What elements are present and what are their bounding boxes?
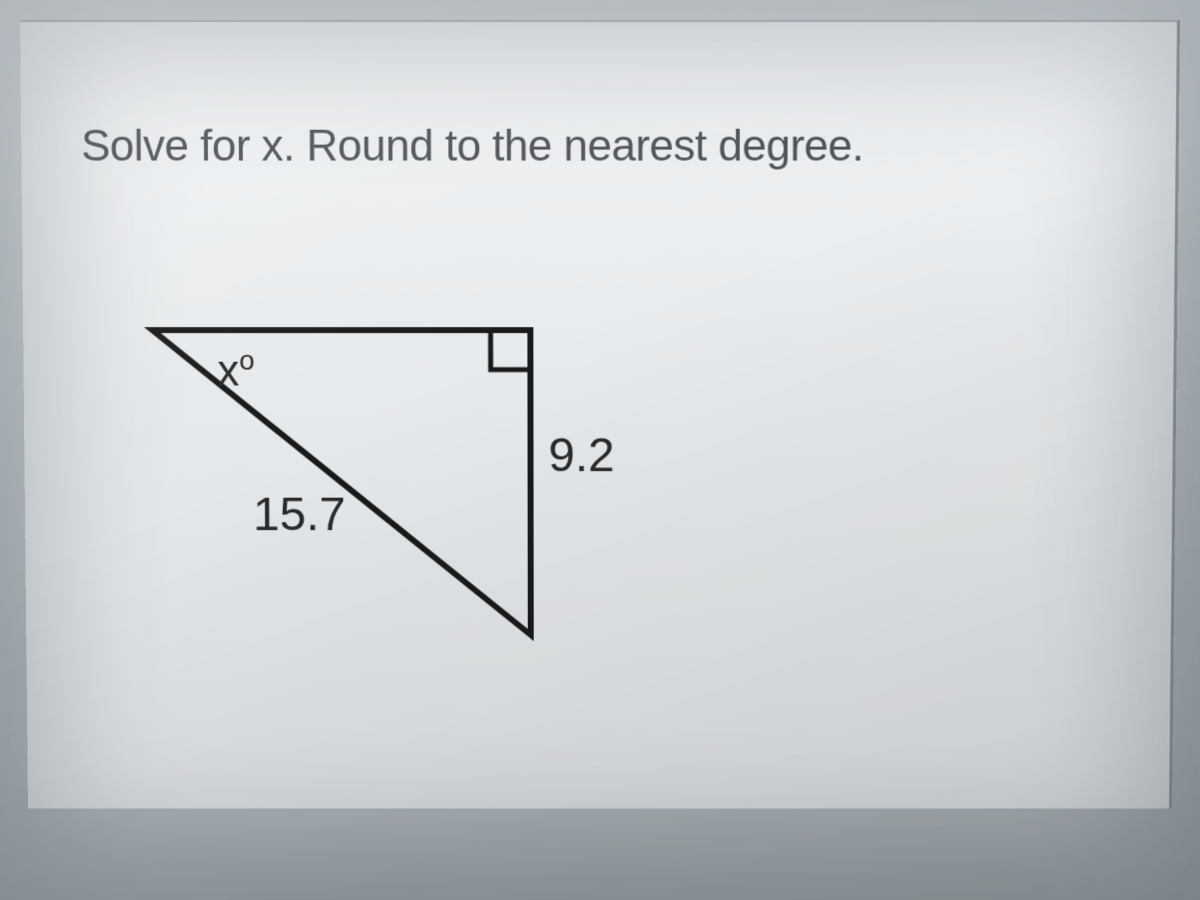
screen-area: Solve for x. Round to the nearest degree… — [20, 20, 1180, 809]
triangle-svg — [132, 300, 689, 713]
angle-x-label: xo — [217, 345, 255, 396]
degree-symbol: o — [239, 345, 255, 376]
photo-container: Solve for x. Round to the nearest degree… — [0, 0, 1200, 900]
right-angle-marker — [491, 330, 531, 370]
opposite-side-label: 9.2 — [548, 429, 614, 483]
angle-x-value: x — [217, 347, 239, 395]
triangle-shape — [152, 330, 530, 635]
triangle-diagram: xo 9.2 15.7 — [132, 300, 689, 713]
question-text: Solve for x. Round to the nearest degree… — [81, 122, 864, 172]
hypotenuse-label: 15.7 — [253, 488, 346, 542]
